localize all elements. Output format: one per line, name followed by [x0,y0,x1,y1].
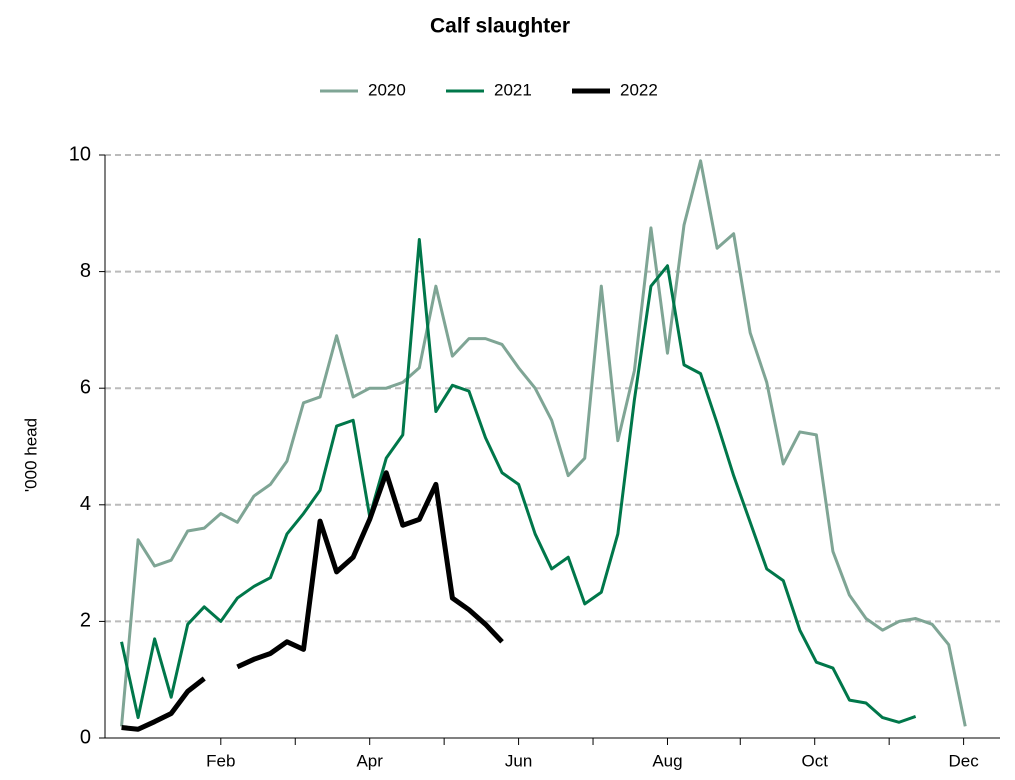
chart-title: Calf slaughter [430,15,570,38]
x-tick-label: Apr [356,751,383,770]
y-axis-label: '000 head [21,418,40,492]
x-tick-label: Dec [948,751,979,770]
line-series [121,470,504,732]
line-series [120,159,967,727]
y-tick-label: 6 [80,376,91,398]
x-tick-label: Aug [652,751,682,770]
legend-label: 2022 [620,80,658,99]
x-tick-label: Jun [505,751,532,770]
y-tick-label: 2 [80,610,91,632]
legend-label: 2021 [494,80,532,99]
y-tick-label: 4 [80,493,91,515]
y-tick-label: 8 [80,260,91,282]
x-tick-label: Feb [206,751,235,770]
y-tick-label: 0 [80,726,91,748]
x-tick-label: Oct [801,751,828,770]
line-series [120,238,917,724]
legend-label: 2020 [368,80,406,99]
y-tick-label: 10 [69,143,91,165]
